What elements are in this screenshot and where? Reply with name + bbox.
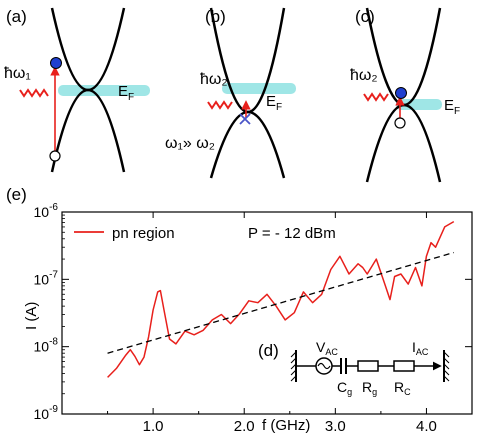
x-tick-label: 2.0 bbox=[234, 418, 255, 435]
panel-d-label: (d) bbox=[258, 341, 279, 360]
photon-label-a: ħω₁ bbox=[4, 65, 31, 82]
plot-frame bbox=[61, 211, 473, 415]
y-tick-label: 10-7 bbox=[34, 269, 59, 287]
conduction-band-a bbox=[50, 7, 126, 92]
resistor-rc bbox=[393, 360, 415, 372]
panel-b: (b) ħω₂ EF ω₁» ω₂ bbox=[165, 7, 296, 179]
photon-label-c: ħω₂ bbox=[350, 67, 378, 84]
power-annotation: P = - 12 dBm bbox=[248, 225, 336, 242]
panel-e-label: (e) bbox=[6, 185, 27, 204]
cg-label: Cg bbox=[337, 379, 352, 397]
iac-label: IAC bbox=[412, 339, 429, 357]
vac-label: VAC bbox=[316, 339, 338, 357]
y-ticks: 10-9 10-8 10-7 10-6 bbox=[34, 202, 472, 422]
y-axis-label: I (A) bbox=[23, 302, 40, 330]
panel-a-label: (a) bbox=[6, 7, 27, 26]
valence-band-b bbox=[209, 110, 286, 179]
fermi-label-a: EF bbox=[118, 83, 134, 103]
hole-c bbox=[394, 117, 406, 129]
rg-label: Rg bbox=[362, 379, 377, 397]
x-ticks: 1.0 2.0 3.0 4.0 bbox=[107, 212, 473, 435]
hole-a bbox=[49, 150, 61, 162]
photon-wave-c bbox=[363, 92, 389, 102]
cross-icon bbox=[239, 113, 251, 125]
panel-c-label: (c) bbox=[355, 7, 375, 26]
y-tick-label: 10-8 bbox=[34, 337, 59, 355]
electron-c bbox=[395, 87, 407, 99]
ground-left-hatch bbox=[290, 351, 297, 382]
valence-band-a bbox=[50, 88, 126, 173]
fermi-label-c: EF bbox=[444, 97, 460, 117]
x-axis-label: f (GHz) bbox=[262, 417, 310, 434]
fermi-label-b: EF bbox=[266, 93, 282, 113]
photon-wave-a bbox=[19, 88, 49, 98]
ac-source-wave bbox=[317, 362, 331, 370]
ground-right-hatch bbox=[443, 351, 450, 382]
rc-label: RC bbox=[394, 379, 411, 397]
fermi-band-b bbox=[222, 83, 296, 94]
photon-wave-b bbox=[207, 100, 233, 110]
x-tick-label: 3.0 bbox=[325, 418, 346, 435]
panel-c: (c) ħω₂ EF bbox=[350, 7, 460, 183]
resistor-rg bbox=[357, 360, 379, 372]
legend-label: pn region bbox=[112, 225, 175, 242]
valence-band-c bbox=[365, 103, 442, 183]
photon-label-b: ħω₂ bbox=[200, 71, 228, 88]
fermi-band-a bbox=[58, 85, 150, 96]
electron-a bbox=[50, 57, 62, 69]
panel-d: (d) VAC IAC Cg Rg RC bbox=[258, 339, 450, 397]
panel-e: (e) 1.0 2.0 3.0 4.0 10-9 10-8 10-7 10-6 pn reg… bbox=[6, 185, 473, 435]
y-tick-label: 10-6 bbox=[34, 202, 59, 220]
panel-a: (a) ħω₁ EF bbox=[4, 7, 150, 173]
series-group bbox=[107, 220, 455, 378]
frequency-relation: ω₁» ω₂ bbox=[165, 135, 215, 152]
trend-line bbox=[107, 251, 454, 354]
series-pn-region-line bbox=[107, 220, 455, 378]
y-tick-label: 10-9 bbox=[34, 404, 59, 422]
x-tick-label: 4.0 bbox=[416, 418, 437, 435]
fermi-band-c bbox=[396, 99, 442, 110]
panel-b-label: (b) bbox=[205, 7, 226, 26]
x-tick-label: 1.0 bbox=[143, 418, 164, 435]
